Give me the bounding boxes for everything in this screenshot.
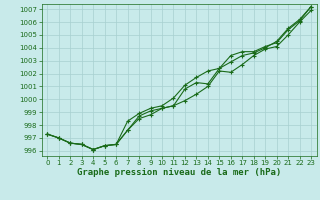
X-axis label: Graphe pression niveau de la mer (hPa): Graphe pression niveau de la mer (hPa) bbox=[77, 168, 281, 177]
